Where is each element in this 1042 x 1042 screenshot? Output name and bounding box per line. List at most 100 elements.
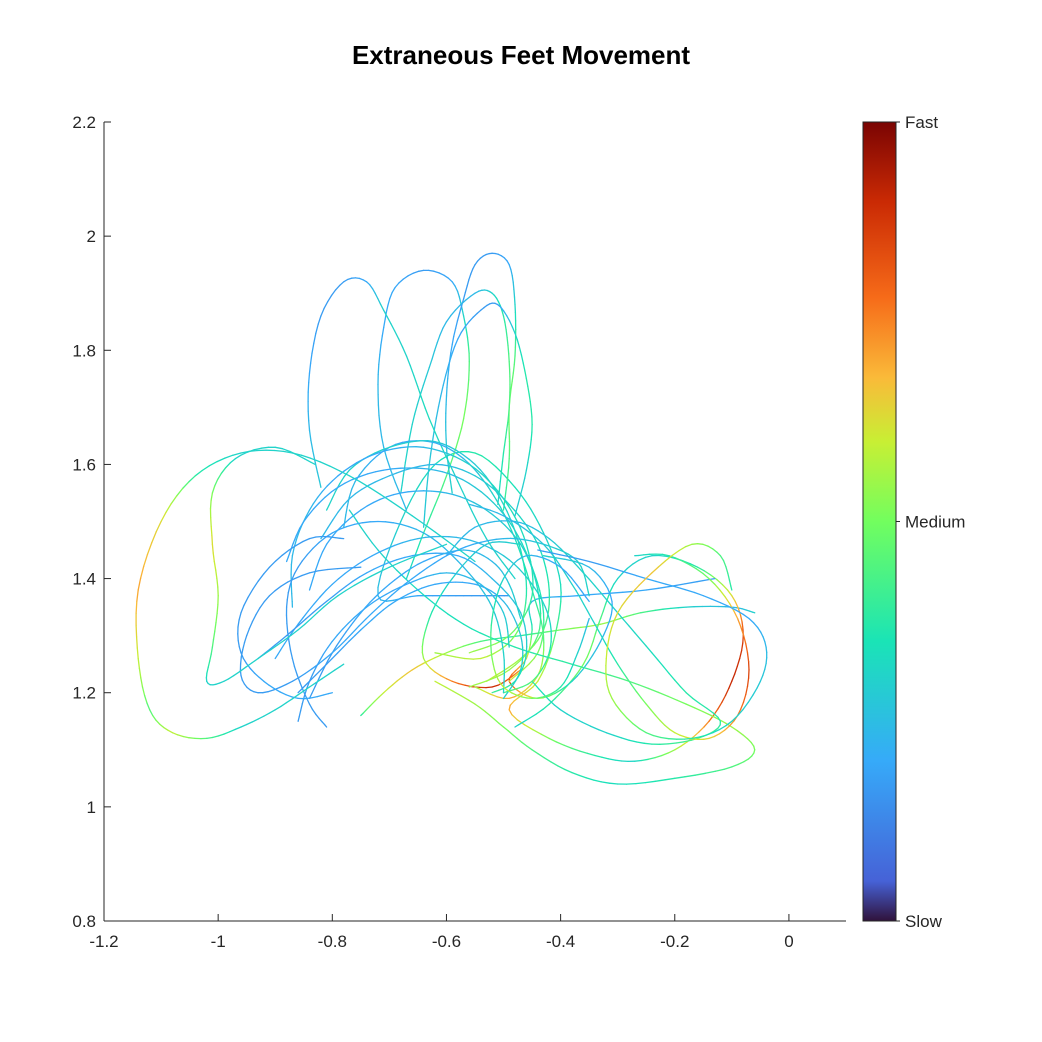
series-segment <box>325 658 333 665</box>
series-segment <box>519 668 524 675</box>
x-tick-label: -0.2 <box>660 932 689 951</box>
series-segment <box>586 648 592 658</box>
series-segment <box>295 540 304 547</box>
series-segment <box>421 638 424 648</box>
series-segment <box>487 520 496 524</box>
series-segment <box>348 493 357 500</box>
series-segment <box>544 606 549 614</box>
series-segment <box>500 306 505 312</box>
series-segment <box>422 631 426 641</box>
series-segment <box>320 307 325 317</box>
series-segment <box>240 652 244 659</box>
series-segment <box>424 407 430 420</box>
series-segment <box>606 619 615 624</box>
series-segment <box>454 320 459 330</box>
series-segment <box>308 673 314 682</box>
series-segment <box>324 491 333 498</box>
series-segment <box>452 493 462 498</box>
series-segment <box>528 393 531 403</box>
series-segment <box>507 730 514 736</box>
series-segment <box>668 738 678 740</box>
series-13 <box>320 463 551 682</box>
series-segment <box>334 666 341 671</box>
series-segment <box>360 526 368 536</box>
series-segment <box>534 683 540 690</box>
series-segment <box>523 539 532 542</box>
series-segment <box>689 563 699 568</box>
series-segment <box>407 590 416 595</box>
series-segment <box>248 621 254 630</box>
series-segment <box>471 628 481 634</box>
series-segment <box>508 629 516 637</box>
series-segment <box>439 327 444 336</box>
series-segment <box>594 625 599 635</box>
series-segment <box>395 441 404 446</box>
series-segment <box>342 640 350 648</box>
series-segment <box>474 524 482 528</box>
series-segment <box>249 667 256 674</box>
series-segment <box>607 758 616 761</box>
series-segment <box>344 514 347 523</box>
series-segment <box>400 484 403 494</box>
series-segment <box>291 592 293 603</box>
series-segment <box>473 579 481 588</box>
series-segment <box>387 684 394 690</box>
series-segment <box>454 455 463 461</box>
series-segment <box>257 715 265 720</box>
series-segment <box>439 543 448 548</box>
series-segment <box>508 677 514 682</box>
series-segment <box>365 281 371 286</box>
series-segment <box>188 737 196 740</box>
series-segment <box>467 379 470 391</box>
series-segment <box>599 621 608 625</box>
series-segment <box>587 591 590 597</box>
series-segment <box>594 623 600 632</box>
series-segment <box>461 469 470 474</box>
series-segment <box>372 597 381 604</box>
series-segment <box>297 454 306 460</box>
series-segment <box>240 604 245 614</box>
series-segment <box>387 297 391 306</box>
series-segment <box>409 553 422 559</box>
series-segment <box>443 551 452 555</box>
series-segment <box>661 752 670 757</box>
series-segment <box>176 734 184 738</box>
series-23 <box>308 549 522 700</box>
series-segment <box>512 363 515 374</box>
series-segment <box>507 414 510 424</box>
series-segment <box>243 596 249 606</box>
series-segment <box>519 527 525 537</box>
series-segment <box>513 595 517 604</box>
series-segment <box>383 468 393 471</box>
series-segment <box>136 647 139 660</box>
series-segment <box>480 491 488 498</box>
series-segment <box>472 504 479 508</box>
series-segment <box>438 484 444 496</box>
series-segment <box>554 689 562 695</box>
series-segment <box>494 689 500 693</box>
series-15 <box>348 509 756 785</box>
series-segment <box>508 520 515 530</box>
series-segment <box>496 551 505 557</box>
series-segment <box>506 467 510 479</box>
series-segment <box>506 579 510 585</box>
series-segment <box>268 560 277 568</box>
series-segment <box>286 592 289 601</box>
series-segment <box>495 537 505 540</box>
series-segment <box>291 572 296 581</box>
series-segment <box>668 555 677 559</box>
series-segment <box>462 408 466 420</box>
series-segment <box>378 600 387 608</box>
series-segment <box>281 549 290 556</box>
series-segment <box>405 567 413 573</box>
series-segment <box>242 657 248 665</box>
series-segment <box>348 509 354 516</box>
series-segment <box>639 610 649 614</box>
series-segment <box>654 608 664 611</box>
series-segment <box>524 469 528 479</box>
series-segment <box>319 461 331 467</box>
series-segment <box>513 616 518 625</box>
series-segment <box>354 488 363 495</box>
series-segment <box>389 562 398 572</box>
series-segment <box>211 485 216 494</box>
